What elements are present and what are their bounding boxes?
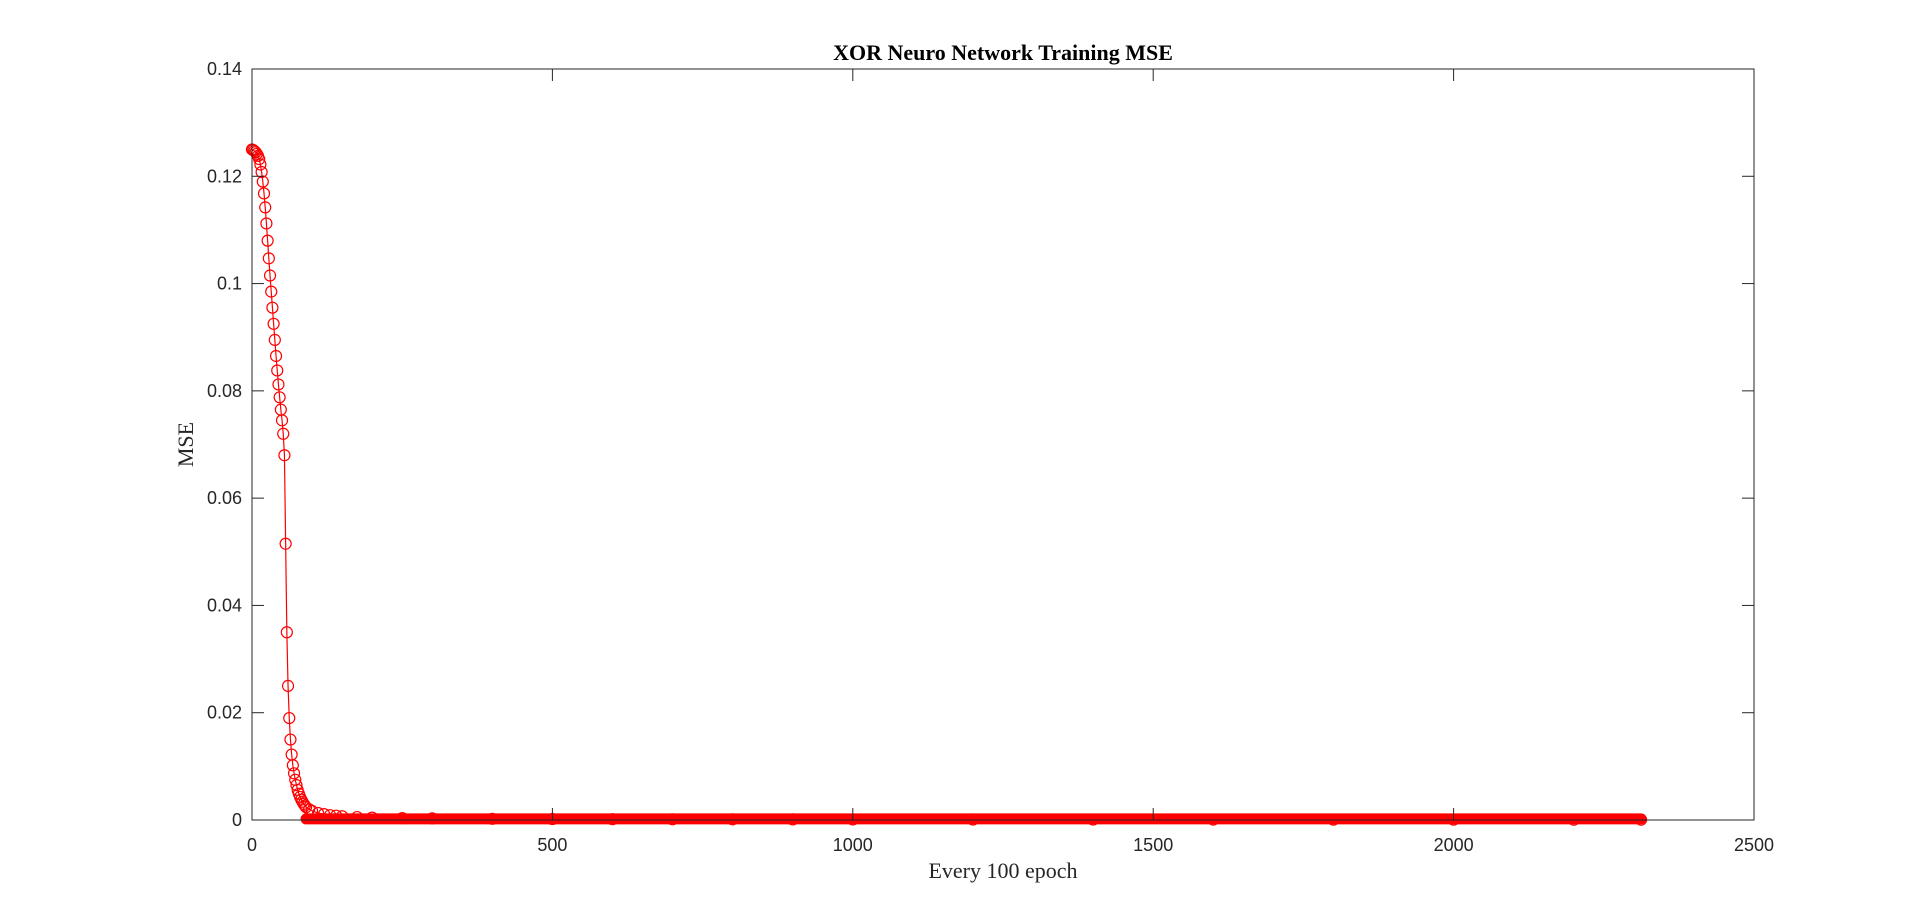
- data-point: [259, 201, 272, 214]
- data-point: [257, 187, 271, 200]
- data-point: [250, 147, 263, 160]
- x-tick-label: 1500: [1133, 835, 1173, 855]
- y-tick-label: 0.02: [207, 703, 242, 723]
- y-tick-label: 0.1: [217, 274, 242, 294]
- data-point: [262, 252, 275, 265]
- data-point: [286, 759, 299, 772]
- data-point: [324, 809, 337, 822]
- x-tick-label: 1000: [833, 835, 873, 855]
- y-axis-title: MSE: [173, 422, 198, 467]
- data-point: [305, 804, 319, 817]
- data-point: [278, 449, 291, 462]
- y-tick-label: 0.06: [207, 488, 242, 508]
- plot-area: [252, 69, 1754, 820]
- data-point: [666, 813, 679, 826]
- x-axis-title: Every 100 epoch: [928, 858, 1077, 883]
- chart-title: XOR Neuro Network Training MSE: [833, 40, 1173, 65]
- x-axis-ticks: 0 500 1000 1500 2000 2500: [247, 69, 1774, 855]
- data-point: [277, 427, 290, 440]
- data-point: [267, 317, 280, 330]
- y-tick-label: 0.12: [207, 166, 242, 186]
- y-axis-ticks: 0 0.02 0.04 0.06 0.08 0.1 0.12 0.14: [207, 59, 1754, 830]
- data-point: [726, 813, 739, 826]
- x-tick-label: 2500: [1734, 835, 1774, 855]
- data-point: [265, 285, 278, 298]
- x-tick-label: 500: [537, 835, 567, 855]
- data-point: [260, 217, 273, 230]
- data-point: [253, 153, 266, 166]
- series-layer: [245, 143, 1648, 826]
- y-tick-label: 0.08: [207, 381, 242, 401]
- data-point: [284, 733, 297, 746]
- data-point: [287, 767, 301, 780]
- data-point: [273, 391, 286, 404]
- y-tick-label: 0.04: [207, 595, 242, 615]
- data-point: [279, 537, 292, 550]
- data-point: [330, 809, 343, 822]
- data-point: [271, 364, 284, 377]
- data-point: [283, 711, 296, 725]
- data-point: [269, 349, 283, 363]
- data-point: [786, 813, 799, 826]
- data-point: [275, 414, 289, 427]
- data-point: [606, 813, 619, 826]
- data-point: [299, 801, 313, 814]
- data-point: [281, 679, 295, 692]
- data-point: [263, 269, 277, 282]
- data-point: [311, 806, 325, 820]
- data-point: [254, 158, 267, 171]
- data-point: [366, 811, 379, 824]
- data-point: [255, 165, 268, 179]
- x-tick-label: 2000: [1434, 835, 1474, 855]
- y-tick-label: 0.14: [207, 59, 242, 79]
- data-point: [486, 812, 499, 825]
- data-point: [266, 301, 279, 314]
- data-point: [261, 234, 274, 247]
- data-point: [351, 810, 364, 824]
- data-point: [290, 779, 303, 792]
- data-point: [280, 626, 293, 639]
- y-tick-label: 0: [232, 810, 242, 830]
- x-tick-label: 0: [247, 835, 257, 855]
- data-point: [272, 378, 285, 391]
- axes-box: [251, 68, 1755, 821]
- data-point: [249, 146, 262, 159]
- data-point: [336, 810, 349, 823]
- data-point: [396, 812, 409, 825]
- data-point: [268, 333, 281, 346]
- data-point: [426, 812, 439, 825]
